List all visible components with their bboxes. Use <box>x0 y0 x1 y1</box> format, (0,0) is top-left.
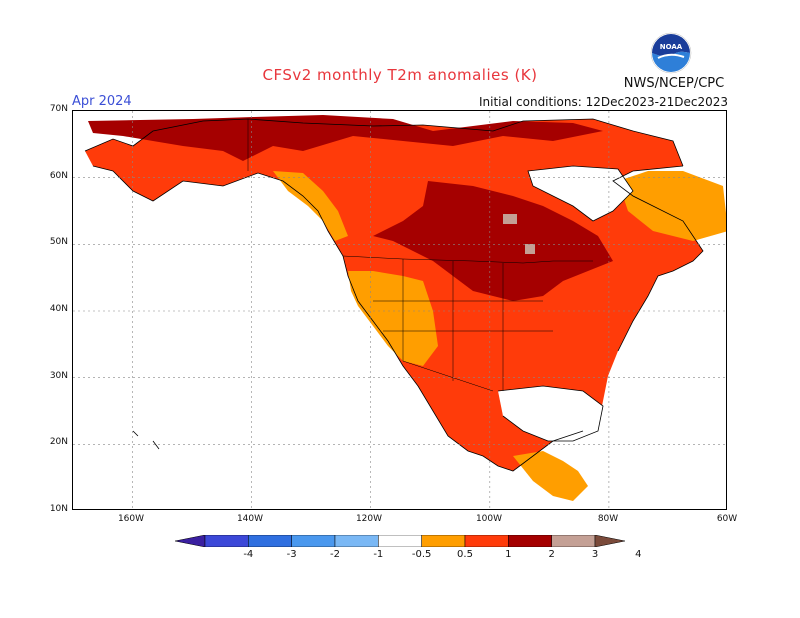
legend-label: -2 <box>330 549 340 560</box>
logo-text: NOAA <box>660 43 683 51</box>
noaa-logo-icon: NOAA <box>650 32 692 74</box>
legend-label: 1 <box>505 549 512 560</box>
coastlines <box>84 118 704 472</box>
anomaly-region-orange-nw <box>273 171 348 241</box>
legend-swatch <box>421 535 466 547</box>
lat-tick-40n: 40N <box>49 304 68 314</box>
legend-label: -0.5 <box>411 549 432 560</box>
legend-label: -1 <box>373 549 384 560</box>
lon-tick-80w: 80W <box>597 514 619 524</box>
anomaly-region-orange-camerica <box>513 451 588 501</box>
anomaly-spot-high-1 <box>503 214 517 224</box>
legend-label: 2 <box>548 549 555 560</box>
lat-tick-70n: 70N <box>49 104 68 114</box>
legend-swatch <box>508 535 552 547</box>
legend-swatch <box>464 535 509 547</box>
atlantic-ocean <box>594 252 726 509</box>
lat-tick-20n: 20N <box>49 437 68 447</box>
legend-swatch <box>204 535 249 547</box>
hudson-bay <box>528 166 633 221</box>
pacific-ocean <box>73 191 541 509</box>
gridlines <box>73 111 726 509</box>
legend-swatch-min <box>175 535 206 547</box>
anomaly-region-darkred-north <box>88 115 603 161</box>
lon-tick-140w: 140W <box>236 514 264 524</box>
anomaly-map <box>72 110 727 510</box>
chart-title: CFSv2 monthly T2m anomalies (K) <box>262 66 538 84</box>
agency-label: NWS/NCEP/CPC <box>623 76 725 91</box>
anomaly-region-orange-labrador <box>618 171 726 241</box>
legend-swatch <box>378 535 422 547</box>
legend-label: 4 <box>635 549 642 560</box>
legend-swatch <box>334 535 379 547</box>
map-canvas <box>73 111 726 509</box>
legend-swatch <box>291 535 336 547</box>
legend-label: -4 <box>243 549 254 560</box>
lat-tick-30n: 30N <box>49 371 68 381</box>
legend-swatch-max <box>594 535 625 547</box>
legend-swatch <box>248 535 292 547</box>
forecast-period: Apr 2024 <box>72 94 132 109</box>
lat-tick-60n: 60N <box>49 171 68 181</box>
anomaly-region-darkred-central <box>373 181 613 301</box>
initial-conditions: Initial conditions: 12Dec2023-21Dec2023 <box>479 95 728 109</box>
lon-tick-100w: 100W <box>475 514 503 524</box>
anomaly-spot-high-2 <box>525 244 535 254</box>
legend-label: -3 <box>286 549 297 560</box>
lat-tick-10n: 10N <box>49 504 68 514</box>
lat-tick-50n: 50N <box>49 237 68 247</box>
gulf-of-mexico <box>498 386 603 441</box>
legend-label: 3 <box>591 549 599 560</box>
anomaly-region-orange-sw <box>348 271 438 366</box>
legend-swatch <box>551 535 596 547</box>
lon-tick-60w: 60W <box>716 514 738 524</box>
political-borders <box>247 119 593 392</box>
lon-tick-160w: 160W <box>117 514 145 524</box>
legend-label: 0.5 <box>457 549 473 560</box>
color-legend <box>175 535 625 547</box>
lon-tick-120w: 120W <box>355 514 383 524</box>
